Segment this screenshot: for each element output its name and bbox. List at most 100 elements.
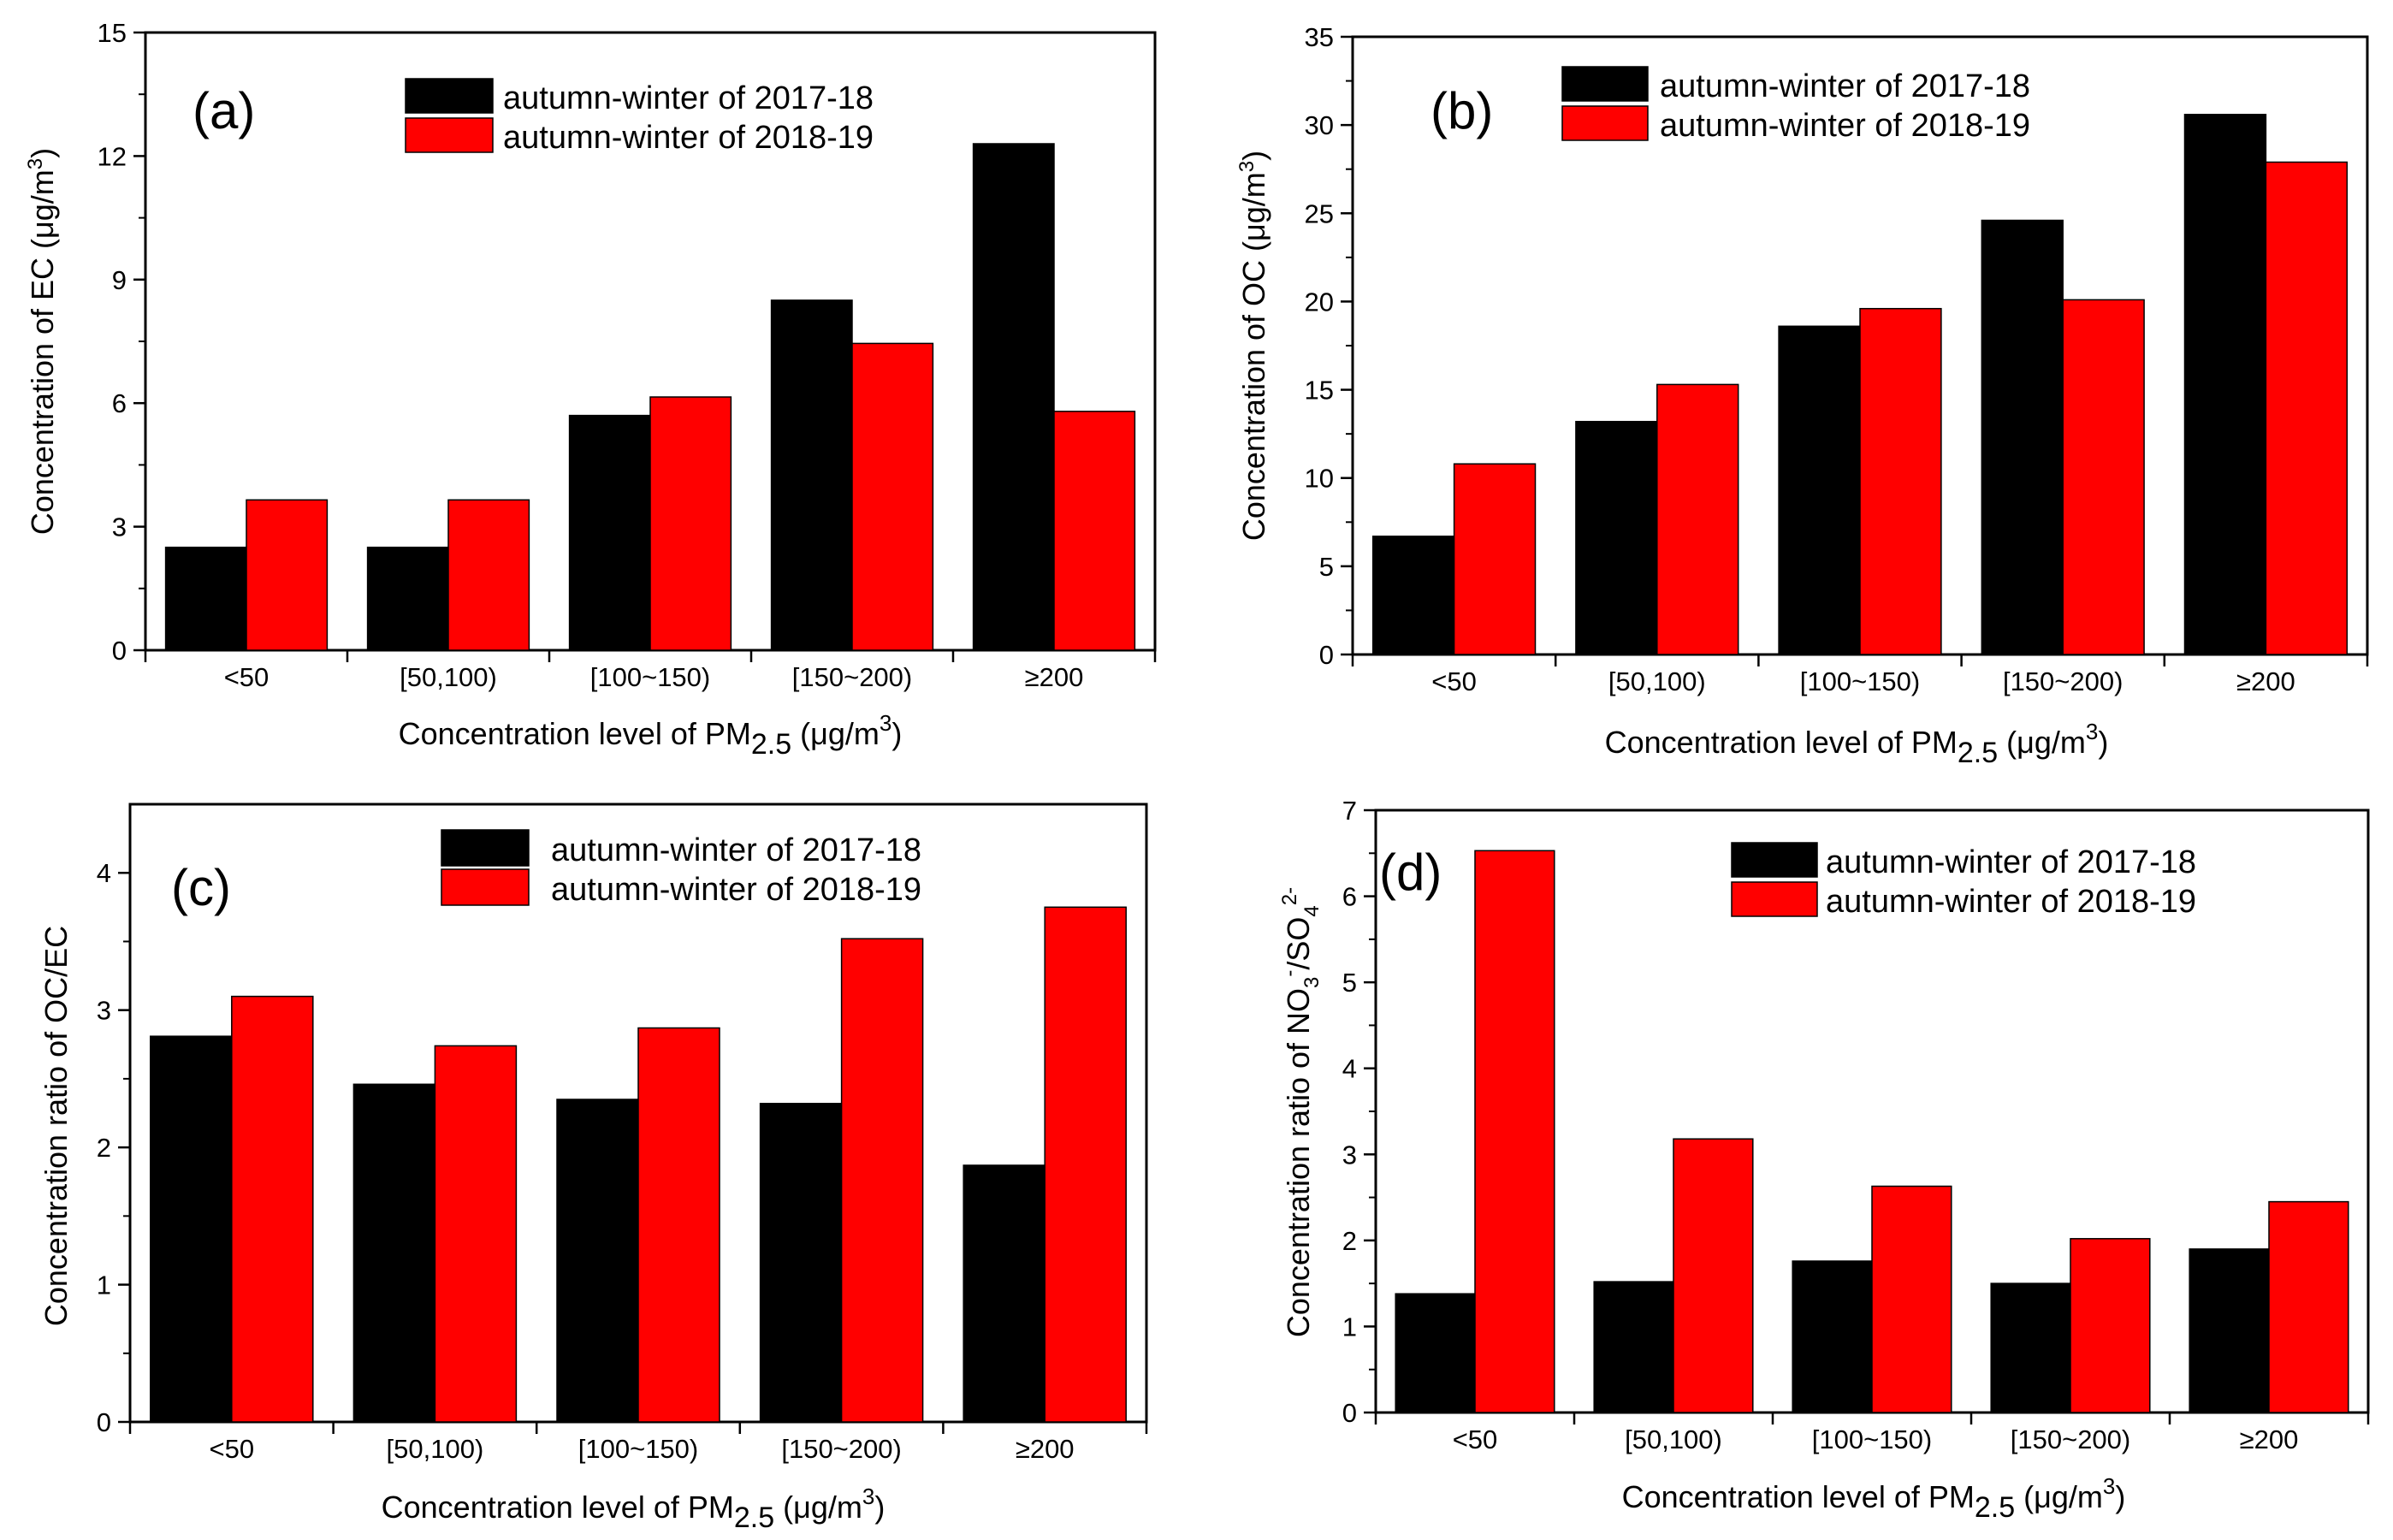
bar-c-2017-18-1 (352, 1083, 436, 1423)
x-axis-title-a: Concentration level of PM2.5 (μg/m3) (399, 710, 903, 761)
y-tick-label-d-7: 7 (1342, 796, 1357, 826)
bar-c-2018-19-3 (840, 938, 924, 1423)
y-axis-b: 0 5 10 15 20 25 30 35 (1305, 22, 1353, 670)
bar-d-2018-19-0 (1474, 850, 1555, 1413)
y-axis-c: 0 1 2 3 4 (97, 858, 130, 1437)
x-tick-label-a-1: [50,100) (400, 662, 497, 692)
y-tick-label-a-4: 12 (98, 141, 127, 171)
x-tick-label-d-2: [100~150) (1812, 1424, 1932, 1454)
bars-a (164, 143, 1136, 651)
bar-a-2018-19-4 (1053, 411, 1136, 651)
chart-panel-a: 0 3 6 9 12 15 <50 [50,100) [100~150) [150~200) ≥2… (24, 18, 1157, 761)
y-axis-a: 0 3 6 9 12 15 (98, 18, 145, 666)
bar-a-2018-19-0 (246, 499, 329, 651)
bar-b-2018-19-1 (1656, 383, 1739, 655)
x-tick-label-d-4: ≥200 (2240, 1424, 2299, 1454)
bar-d-2017-18-1 (1593, 1281, 1674, 1413)
legend-label-2017-18-c: autumn-winter of 2017-18 (551, 832, 921, 868)
legend-b: autumn-winter of 2017-18 autumn-winter o… (1561, 66, 2030, 144)
bar-b-2017-18-4 (2183, 114, 2267, 655)
legend-label-2018-19-d: autumn-winter of 2018-19 (1826, 884, 2196, 920)
bar-a-2018-19-3 (851, 342, 934, 651)
x-tick-label-c-3: [150~200) (781, 1434, 901, 1464)
y-tick-label-c-1: 1 (97, 1270, 111, 1300)
y-tick-label-a-3: 9 (112, 265, 127, 295)
legend-swatch-2018-19-c (441, 868, 530, 906)
bar-a-2017-18-2 (568, 414, 651, 651)
y-tick-label-a-0: 0 (112, 636, 127, 666)
legend-label-2017-18-a: autumn-winter of 2017-18 (503, 80, 874, 116)
bar-c-2017-18-0 (150, 1035, 233, 1423)
panel-label-a: (a) (193, 82, 255, 139)
y-tick-label-c-3: 3 (97, 996, 111, 1026)
y-tick-label-c-4: 4 (97, 858, 111, 888)
y-tick-label-b-7: 35 (1305, 22, 1334, 52)
legend-swatch-2018-19-a (405, 117, 494, 153)
bars-b (1371, 114, 2349, 655)
legend-c: autumn-winter of 2017-18 autumn-winter o… (441, 829, 921, 908)
y-tick-label-c-2: 2 (97, 1133, 111, 1163)
y-tick-label-b-5: 25 (1305, 198, 1334, 228)
x-tick-label-b-0: <50 (1431, 666, 1477, 696)
bar-a-2017-18-1 (366, 546, 449, 651)
legend-swatch-2018-19-d (1731, 881, 1818, 917)
y-axis-title-d: Concentration ratio of NO3-/SO42- (1278, 887, 1324, 1337)
legend-label-2017-18-b: autumn-winter of 2017-18 (1660, 68, 2030, 104)
y-axis-title-b: Concentration of OC (μg/m3) (1235, 151, 1271, 541)
bar-a-2017-18-3 (770, 299, 853, 651)
bar-c-2017-18-4 (963, 1164, 1045, 1423)
legend-a: autumn-winter of 2017-18 autumn-winter o… (405, 78, 874, 156)
bar-b-2017-18-2 (1778, 325, 1861, 655)
x-tick-label-a-0: <50 (224, 662, 270, 692)
y-tick-label-b-3: 15 (1305, 376, 1334, 406)
x-tick-label-b-4: ≥200 (2236, 666, 2295, 696)
x-tick-label-b-3: [150~200) (2003, 666, 2123, 696)
bars-c (150, 906, 1127, 1423)
x-tick-label-d-1: [50,100) (1625, 1424, 1722, 1454)
chart-panel-d: 0 1 2 3 4 5 6 7 <50 [50,100) [100~150) [150~200) ≥2… (1278, 796, 2370, 1524)
legend-swatch-2017-18-a (405, 78, 494, 114)
bar-b-2017-18-1 (1575, 420, 1658, 655)
y-tick-label-b-0: 0 (1319, 640, 1334, 670)
bar-b-2018-19-2 (1859, 307, 1942, 655)
y-tick-label-d-5: 5 (1342, 968, 1357, 998)
legend-label-2017-18-d: autumn-winter of 2017-18 (1826, 844, 2196, 880)
x-axis-d: <50 [50,100) [100~150) [150~200) ≥200 (1374, 1413, 2370, 1454)
legend-swatch-2017-18-b (1561, 66, 1649, 102)
y-axis-title-a: Concentration of EC (μg/m3) (24, 148, 60, 535)
legend-label-2018-19-c: autumn-winter of 2018-19 (551, 872, 921, 908)
legend-label-2018-19-b: autumn-winter of 2018-19 (1660, 108, 2030, 144)
bar-c-2018-19-1 (434, 1045, 518, 1423)
bar-b-2018-19-0 (1453, 463, 1537, 655)
bar-b-2018-19-4 (2265, 161, 2349, 655)
y-tick-label-b-6: 30 (1305, 110, 1334, 140)
x-tick-label-d-3: [150~200) (2011, 1424, 2130, 1454)
y-tick-label-d-3: 3 (1342, 1140, 1357, 1170)
x-axis-c: <50 [50,100) [100~150) [150~200) ≥200 (128, 1422, 1148, 1464)
x-tick-label-b-2: [100~150) (1800, 666, 1920, 696)
bar-a-2018-19-2 (649, 396, 732, 651)
bar-b-2018-19-3 (2062, 299, 2145, 655)
bar-d-2018-19-1 (1673, 1138, 1754, 1413)
bar-c-2018-19-4 (1044, 906, 1127, 1423)
x-axis-b: <50 [50,100) [100~150) [150~200) ≥200 (1351, 654, 2369, 696)
y-axis-d: 0 1 2 3 4 5 6 7 (1342, 796, 1376, 1428)
chart-panel-b: 0 5 10 15 20 25 30 35 <50 [50,100) [100~150) [150~… (1235, 22, 2369, 769)
bar-d-2017-18-3 (1990, 1282, 2071, 1413)
legend-label-2018-19-a: autumn-winter of 2018-19 (503, 120, 874, 156)
x-axis-a: <50 [50,100) [100~150) [150~200) ≥200 (144, 650, 1157, 692)
legend-d: autumn-winter of 2017-18 autumn-winter o… (1731, 842, 2196, 920)
x-tick-label-c-1: [50,100) (387, 1434, 484, 1464)
x-tick-label-b-1: [50,100) (1608, 666, 1706, 696)
x-tick-label-c-2: [100~150) (578, 1434, 698, 1464)
bar-a-2018-19-1 (447, 499, 530, 651)
y-tick-label-b-2: 10 (1305, 464, 1334, 494)
bar-d-2017-18-2 (1792, 1260, 1873, 1413)
y-tick-label-b-1: 5 (1319, 552, 1334, 582)
x-axis-title-c: Concentration level of PM2.5 (μg/m3) (382, 1484, 886, 1534)
panel-label-c: (c) (171, 859, 231, 916)
legend-swatch-2018-19-b (1561, 105, 1649, 141)
y-tick-label-d-2: 2 (1342, 1226, 1357, 1256)
bar-c-2018-19-0 (231, 995, 314, 1423)
